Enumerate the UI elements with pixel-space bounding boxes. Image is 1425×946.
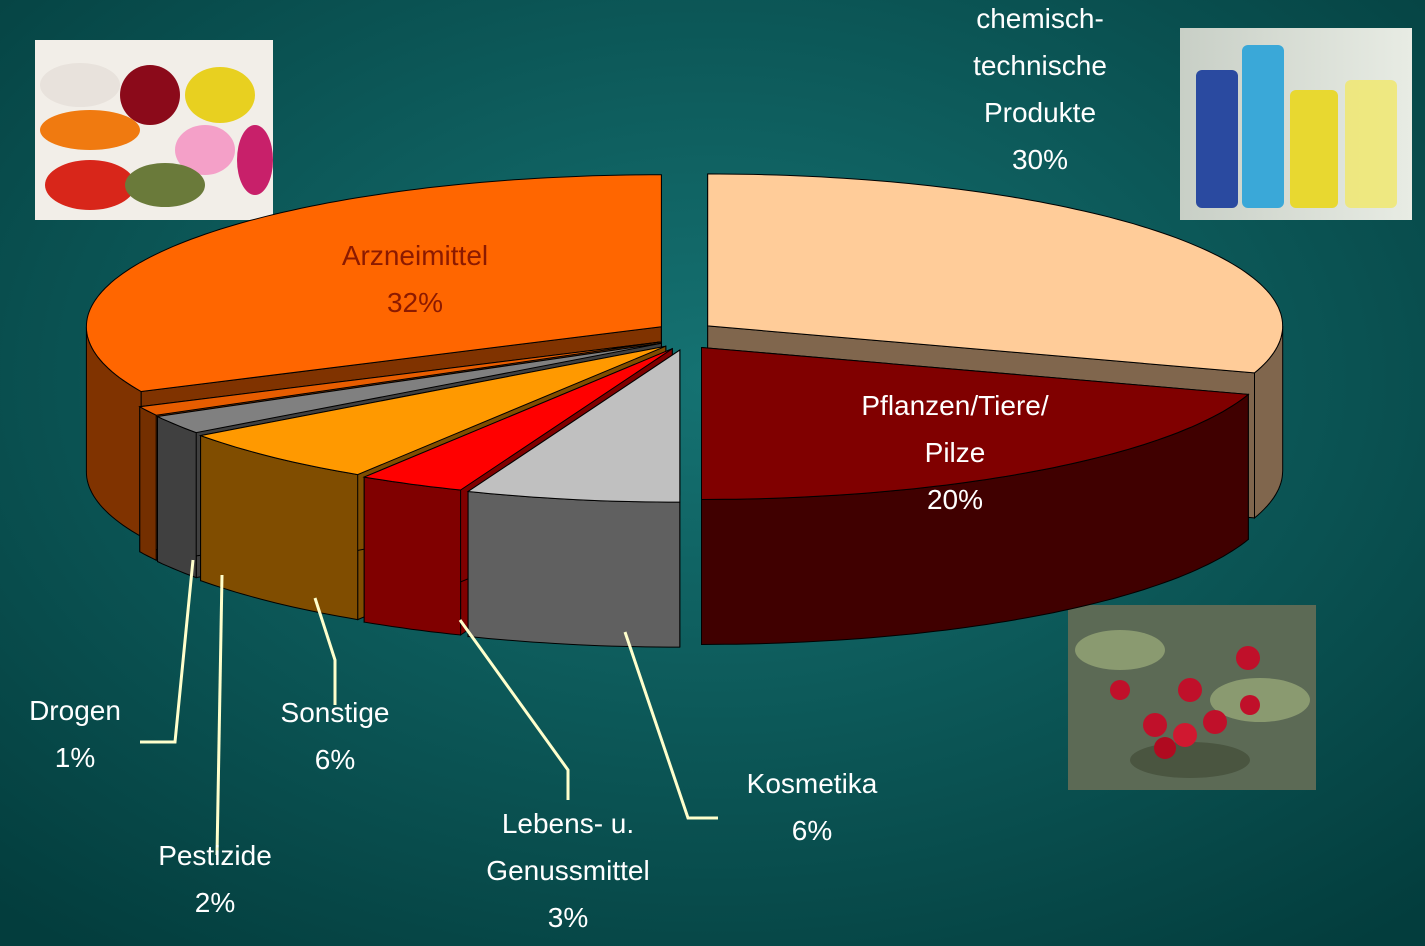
label-line: Kosmetika (747, 768, 878, 799)
label-line: Pflanzen/Tiere/ (861, 390, 1048, 421)
category-label: Arzneimittel (342, 240, 488, 271)
slice-wall (158, 417, 197, 578)
value-label: 6% (315, 744, 355, 775)
slide: chemisch-technische Produkte 30% Pflanzen/T… (0, 0, 1425, 946)
photo-bottles (1180, 28, 1412, 220)
label-line: Pestizide (158, 840, 272, 871)
label-line: Sonstige (281, 697, 390, 728)
label-line: Produkte (984, 97, 1096, 128)
value-label: 3% (548, 902, 588, 933)
label-line: technische (973, 50, 1107, 81)
value-label: 30% (1012, 144, 1068, 175)
category-label: Pestizide (158, 840, 272, 871)
label-line: Lebens- u. (502, 808, 634, 839)
slice-wall (140, 407, 156, 561)
value-label: 32% (387, 287, 443, 318)
label-line: Drogen (29, 695, 121, 726)
slice-wall (364, 477, 460, 635)
value-label: 1% (55, 742, 95, 773)
category-label: chemisch-technische Produkte (973, 3, 1107, 128)
value-label: 6% (792, 815, 832, 846)
photo-pills (35, 40, 273, 220)
category-label: Sonstige (281, 697, 390, 728)
label-line: Genussmittel (486, 855, 649, 886)
slice-wall (468, 492, 680, 648)
photo-berries (1068, 605, 1316, 790)
category-label: Drogen (29, 695, 121, 726)
label-line: chemisch- (976, 3, 1104, 34)
value-label: 2% (195, 887, 235, 918)
label-line: Arzneimittel (342, 240, 488, 271)
label-line: Pilze (925, 437, 986, 468)
value-label: 20% (927, 484, 983, 515)
category-label: Kosmetika (747, 768, 878, 799)
